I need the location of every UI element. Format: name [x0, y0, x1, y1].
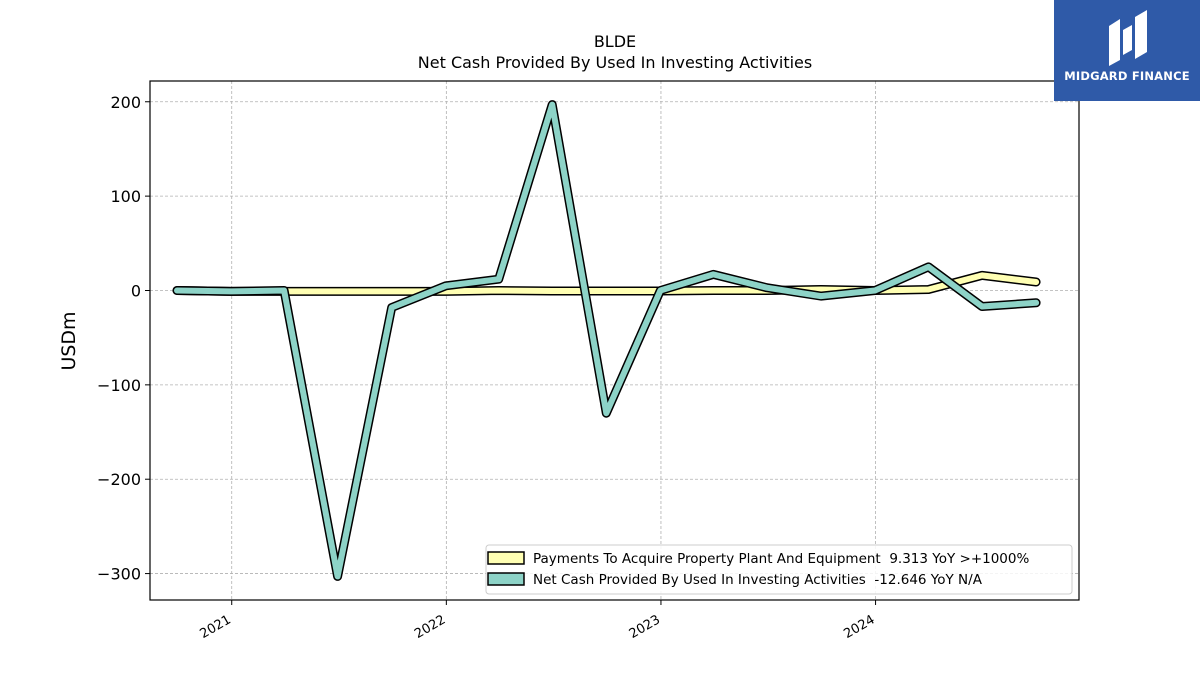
- y-tick-label: −100: [97, 376, 141, 395]
- data-point-investing: [712, 273, 714, 275]
- data-point-investing: [445, 285, 447, 287]
- data-point-ppe: [498, 290, 500, 291]
- series-line-investing: [174, 101, 1040, 580]
- chart-title: BLDE: [594, 32, 636, 51]
- data-point-investing: [820, 295, 822, 297]
- legend-label-ppe: Payments To Acquire Property Plant And E…: [533, 551, 1029, 567]
- data-point-investing: [337, 575, 339, 577]
- data-point-ppe: [712, 290, 714, 291]
- data-point-ppe: [820, 289, 822, 290]
- grid-lines: [150, 81, 1079, 600]
- data-point-ppe: [605, 290, 607, 292]
- legend-box: [485, 544, 1073, 595]
- data-point-ppe: [1035, 281, 1037, 283]
- y-tick-label: 100: [110, 187, 141, 206]
- y-axis: 200 100 0 −100 −200 −300: [97, 93, 150, 584]
- data-point-investing: [498, 278, 500, 280]
- data-point-investing: [176, 290, 178, 291]
- brand-logo: MIDGARD FINANCE: [1054, 0, 1200, 101]
- data-point-investing: [659, 290, 661, 291]
- y-tick-label: 0: [131, 281, 141, 300]
- data-point-ppe: [391, 290, 393, 292]
- data-point-investing: [981, 306, 983, 307]
- data-point-ppe: [928, 289, 929, 290]
- x-tick-label: 2021: [198, 612, 234, 642]
- data-point-investing: [391, 307, 393, 308]
- data-point-ppe: [337, 290, 339, 292]
- data-point-ppe: [445, 290, 447, 292]
- data-point-ppe: [981, 274, 983, 276]
- data-point-investing: [230, 290, 232, 292]
- data-point-investing: [605, 412, 607, 414]
- brand-logo-icon: [1109, 10, 1147, 66]
- y-tick-label: −200: [97, 470, 141, 489]
- data-point-investing: [283, 290, 285, 291]
- data-point-investing: [1035, 302, 1037, 304]
- legend-label-investing: Net Cash Provided By Used In Investing A…: [533, 572, 983, 588]
- y-axis-label: USDm: [58, 311, 80, 370]
- axes-frame: [149, 80, 1080, 601]
- series-outline-investing: [172, 100, 1041, 581]
- legend-swatch-ppe: [487, 551, 525, 565]
- legend-swatch-investing: [487, 572, 525, 586]
- x-tick-label: 2022: [412, 612, 448, 642]
- data-point-investing: [766, 287, 768, 289]
- data-point-investing: [928, 266, 929, 268]
- y-tick-label: −300: [97, 565, 141, 584]
- data-point-investing: [551, 104, 553, 106]
- data-point-ppe: [551, 290, 553, 292]
- x-axis: 2021 2022 2023 2024: [198, 600, 878, 642]
- x-tick-label: 2024: [841, 612, 877, 642]
- y-tick-label: 200: [110, 93, 141, 112]
- series-layer: [172, 100, 1041, 581]
- chart-subtitle: Net Cash Provided By Used In Investing A…: [418, 53, 812, 72]
- brand-name: MIDGARD FINANCE: [1064, 69, 1190, 83]
- data-point-investing: [874, 290, 876, 291]
- legend: Payments To Acquire Property Plant And E…: [485, 544, 1073, 595]
- x-tick-label: 2023: [627, 612, 663, 642]
